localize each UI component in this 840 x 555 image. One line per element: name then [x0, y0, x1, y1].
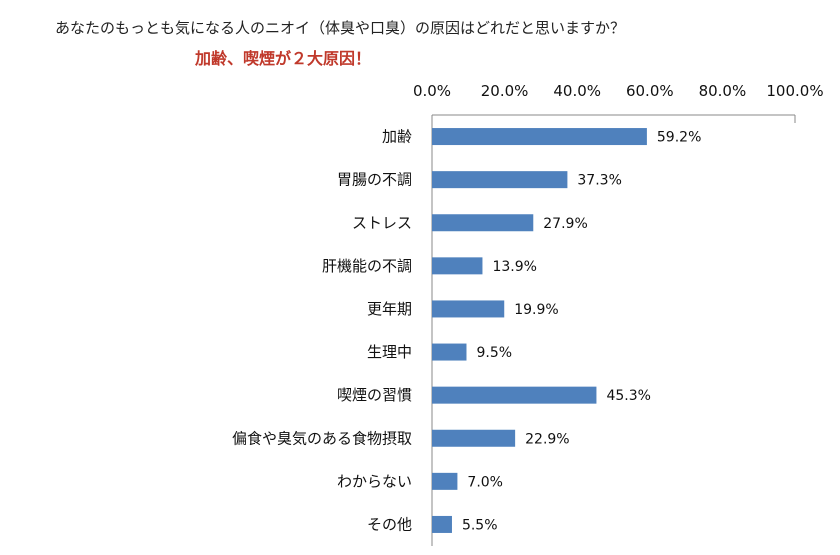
- value-label: 45.3%: [606, 388, 650, 404]
- category-label: 生理中: [367, 343, 412, 361]
- x-tick-label: 80.0%: [699, 82, 747, 100]
- bar: [432, 300, 505, 318]
- x-tick-label: 100.0%: [766, 82, 823, 100]
- x-tick-label: 60.0%: [626, 82, 674, 100]
- bar: [432, 128, 647, 146]
- value-label: 59.2%: [657, 130, 701, 146]
- category-labels: 加齢胃腸の不調ストレス肝機能の不調更年期生理中喫煙の習慣偏食や臭気のある食物摂取…: [232, 128, 412, 534]
- category-label: 喫煙の習慣: [337, 386, 412, 404]
- value-label: 13.9%: [492, 259, 536, 275]
- value-labels: 59.2% 37.3% 27.9% 13.9% 19.9% 9.5% 45.3% 22.9% 7…: [462, 130, 701, 534]
- category-label: 加齢: [382, 128, 412, 146]
- value-label: 37.3%: [577, 173, 621, 189]
- x-tick-label: 20.0%: [481, 82, 529, 100]
- bar: [432, 429, 516, 447]
- category-label: 肝機能の不調: [322, 257, 412, 275]
- chart-question-title: あなたのもっとも気になる人のニオイ（体臭や口臭）の原因はどれだと思いますか？: [55, 19, 626, 37]
- category-label: 胃腸の不調: [337, 171, 412, 189]
- bar: [432, 472, 458, 490]
- value-label: 9.5%: [476, 345, 512, 361]
- x-tick-label: 0.0%: [413, 82, 451, 100]
- value-label: 22.9%: [525, 431, 569, 447]
- bars: [432, 128, 647, 533]
- category-label: 偏食や臭気のある食物摂取: [232, 429, 412, 447]
- bar: [432, 257, 483, 275]
- bar: [432, 171, 568, 189]
- bar: [432, 343, 467, 361]
- x-tick-labels: 0.0% 20.0% 40.0% 60.0% 80.0% 100.0%: [413, 82, 824, 100]
- value-label: 27.9%: [543, 216, 587, 232]
- category-label: ストレス: [352, 214, 412, 232]
- category-label: 更年期: [367, 300, 412, 318]
- chart-subtitle: 加齢、喫煙が２大原因！: [195, 49, 372, 68]
- category-label: その他: [367, 515, 412, 533]
- x-tick-label: 40.0%: [553, 82, 601, 100]
- bar: [432, 515, 452, 533]
- value-label: 19.9%: [514, 302, 558, 318]
- category-label: わからない: [337, 472, 412, 490]
- value-label: 7.0%: [467, 474, 503, 490]
- value-label: 5.5%: [462, 517, 498, 533]
- bar: [432, 214, 534, 232]
- bar: [432, 386, 597, 404]
